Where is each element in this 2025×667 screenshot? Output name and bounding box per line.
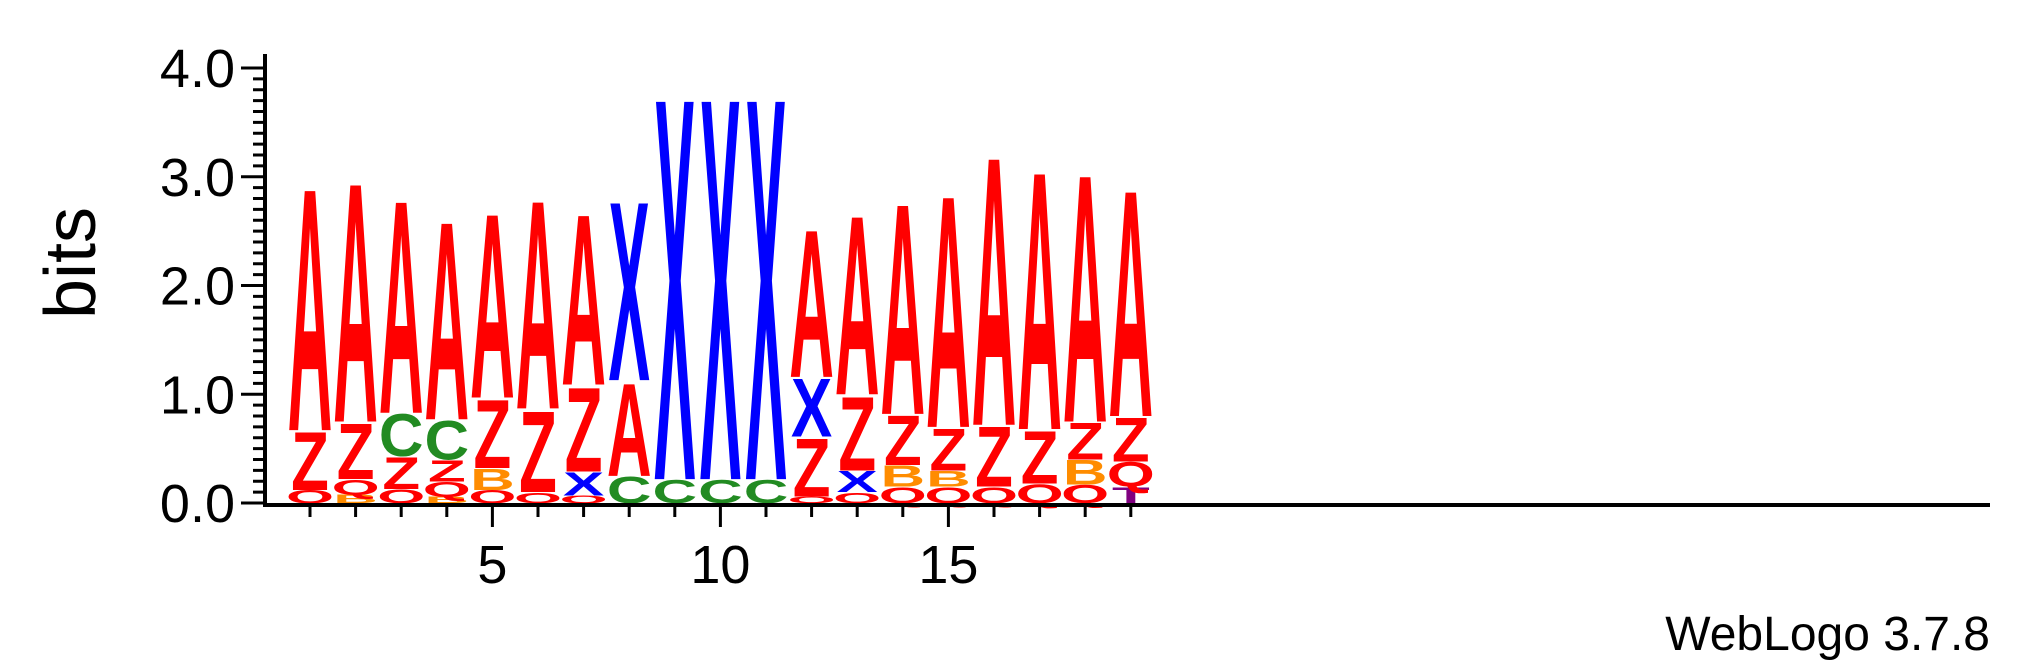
logo-letter-A-pos-14: A: [880, 142, 925, 479]
logo-letter-A-pos-3: A: [379, 137, 424, 478]
logo-letter-X-pos-12: X: [791, 362, 832, 455]
logo-letter-Z-pos-2: Z: [337, 407, 375, 497]
logo-letter-Z-pos-18: Z: [1066, 413, 1104, 472]
x-axis: 5 10 15: [263, 503, 1990, 595]
logo-letter-Q-pos-12: Q: [788, 495, 836, 505]
logo-letter-X-pos-9: X: [654, 0, 695, 596]
logo-letter-A-pos-15: A: [926, 127, 971, 498]
logo-letter-Z-pos-6: Z: [519, 387, 557, 517]
logo-letter-Q-pos-5: Q: [468, 487, 516, 507]
y-tick-label: 4.0: [160, 39, 235, 99]
y-axis: 0.0 1.0 2.0 3.0 4.0: [160, 39, 267, 534]
logo-letter-A-pos-16: A: [972, 77, 1017, 507]
logo-letter-A-pos-12: A: [789, 187, 834, 423]
logo-letter-A-pos-4: A: [424, 162, 469, 480]
logo-letter-B-pos-15: B: [926, 466, 971, 491]
logo-letter-X-pos-7: X: [563, 465, 604, 503]
y-tick-label: 2.0: [160, 257, 235, 317]
logo-letter-A-pos-19: A: [1108, 121, 1153, 485]
logo-letter-A-pos-8: A: [607, 355, 652, 504]
logo-letter-C-pos-3: C: [379, 402, 424, 469]
x-tick-label: 10: [690, 535, 750, 595]
logo-letter-A-pos-18: A: [1063, 100, 1108, 497]
x-tick-label: 15: [918, 535, 978, 595]
logo-letter-A-pos-5: A: [470, 158, 515, 454]
logo-letter-Q-pos-13: Q: [833, 489, 881, 506]
logo-letter-B-pos-14: B: [880, 460, 925, 494]
logo-letter-X-pos-11: X: [745, 0, 786, 596]
logo-letter-A-pos-2: A: [333, 112, 378, 495]
logo-letter-Q-pos-7: Q: [560, 494, 608, 506]
logo-letter-X-pos-13: X: [837, 465, 878, 499]
y-tick-label: 0.0: [160, 474, 235, 534]
logo-letter-Z-pos-3: Z: [382, 449, 420, 499]
logo-letter-Z-pos-17: Z: [1021, 416, 1059, 500]
logo-letter-Q-pos-6: Q: [514, 489, 562, 506]
logo-letter-Z-pos-5: Z: [474, 381, 512, 490]
logo-letter-Q-pos-2: Q: [332, 475, 380, 499]
logo-letter-Z-pos-16: Z: [975, 409, 1013, 506]
logo-letter-Q-pos-4: Q: [423, 477, 471, 501]
logo-letter-A-pos-6: A: [516, 138, 561, 472]
y-axis-label: bits: [31, 207, 111, 319]
weblogo-credit: WebLogo 3.7.8: [1665, 608, 1990, 661]
y-tick-label: 1.0: [160, 365, 235, 425]
logo-letter-X-pos-10: X: [700, 0, 741, 596]
logo-letter-Z-pos-14: Z: [884, 402, 922, 481]
logo-letter-C-pos-4: C: [424, 410, 469, 472]
logo-letter-Q-pos-1: Q: [286, 487, 334, 507]
logo-letter-A-pos-17: A: [1017, 96, 1062, 509]
logo-letter-Z-pos-19: Z: [1112, 405, 1150, 476]
logo-letter-Q-pos-3: Q: [377, 485, 425, 507]
logo-letter-B-pos-18: B: [1063, 453, 1108, 492]
logo-letter-A-pos-7: A: [561, 162, 606, 436]
logo-letter-Z-pos-15: Z: [930, 416, 968, 483]
logo-letter-A-pos-13: A: [835, 162, 880, 449]
logo-letter-Z-pos-13: Z: [838, 376, 876, 493]
logo-letter-Z-pos-4: Z: [428, 455, 466, 489]
logo-letter-X-pos-8: X: [609, 148, 650, 435]
y-tick-label: 3.0: [160, 148, 235, 208]
logo-letter-B-pos-5: B: [470, 463, 515, 497]
logo-letter-Q-pos-19: Q: [1107, 455, 1155, 494]
logo-letter-B-pos-4: B: [424, 495, 469, 505]
logo-letter-A-pos-1: A: [288, 115, 333, 503]
logo-letter-B-pos-2: B: [333, 492, 378, 505]
logo-letter-Z-pos-7: Z: [565, 363, 603, 498]
x-tick-label: 5: [477, 535, 507, 595]
logo-letter-Z-pos-12: Z: [793, 422, 831, 515]
logo-letter-Z-pos-1: Z: [291, 415, 329, 508]
